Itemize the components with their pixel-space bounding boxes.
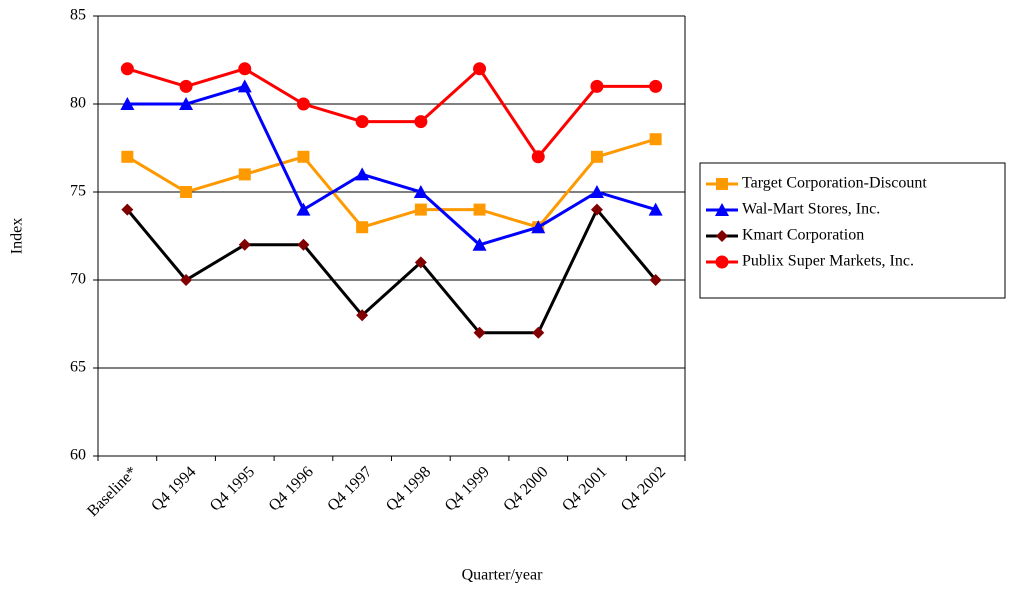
data-point [238, 238, 251, 251]
data-point [356, 309, 369, 322]
legend-label: Publix Super Markets, Inc. [742, 253, 914, 270]
data-point [531, 150, 545, 164]
data-point [180, 186, 193, 198]
x-tick-label: Baseline* [84, 463, 141, 520]
y-axis-label: Index [9, 218, 26, 254]
y-tick-label: 70 [70, 271, 86, 288]
data-point [472, 237, 487, 251]
data-point [590, 203, 603, 216]
y-tick-label: 85 [70, 7, 86, 24]
legend-label: Wal-Mart Stores, Inc. [742, 201, 880, 218]
data-point [532, 326, 545, 339]
data-point [179, 79, 193, 93]
x-tick-label: Q4 1997 [324, 463, 375, 514]
y-tick-label: 65 [70, 359, 86, 376]
data-point [296, 202, 311, 216]
data-point [649, 274, 662, 286]
legend-box [699, 162, 1006, 299]
legend-marker [715, 203, 729, 216]
data-point [297, 150, 310, 163]
data-point [297, 238, 310, 251]
y-tick-label: 75 [70, 183, 86, 200]
data-point [473, 326, 486, 339]
data-point [238, 168, 251, 181]
data-point [413, 185, 428, 198]
data-point [590, 79, 604, 93]
x-tick-label: Q4 2002 [618, 463, 669, 514]
x-tick-label: Q4 1998 [383, 463, 434, 514]
legend-marker [716, 230, 728, 242]
legend-marker [715, 255, 729, 269]
data-point [237, 79, 252, 93]
data-point [120, 62, 134, 76]
data-point [179, 97, 194, 110]
data-point [649, 79, 663, 93]
legend-marker [716, 178, 728, 190]
data-point [473, 62, 487, 76]
x-tick-label: Q4 1999 [442, 463, 493, 514]
data-point [180, 274, 193, 286]
x-axis-label: Quarter/year [462, 567, 544, 584]
data-point [121, 203, 134, 216]
data-point [238, 62, 252, 76]
data-point [414, 115, 428, 129]
data-point [296, 97, 310, 111]
x-tick-label: Q4 1996 [266, 463, 317, 514]
data-point [414, 203, 427, 216]
data-point [473, 203, 486, 216]
data-point [355, 167, 370, 181]
x-tick-label: Q4 1994 [148, 463, 199, 514]
series-line [126, 206, 657, 335]
data-point [590, 150, 603, 163]
data-point [120, 97, 135, 110]
series-line [126, 137, 657, 229]
y-tick-label: 80 [70, 95, 86, 112]
series-line [127, 84, 657, 247]
data-point [355, 115, 369, 129]
x-tick-label: Q4 2001 [559, 463, 610, 514]
data-point [356, 221, 369, 234]
data-point [531, 220, 546, 234]
data-point [649, 133, 662, 146]
y-tick-label: 60 [70, 447, 86, 464]
legend-label: Kmart Corporation [742, 227, 864, 244]
data-point [121, 150, 134, 163]
x-tick-label: Q4 2000 [500, 463, 551, 514]
series-line [126, 66, 656, 160]
data-point [648, 202, 663, 216]
data-point [414, 256, 427, 269]
data-point [589, 185, 604, 198]
x-tick-label: Q4 1995 [207, 463, 258, 514]
legend-label: Target Corporation-Discount [742, 175, 927, 192]
